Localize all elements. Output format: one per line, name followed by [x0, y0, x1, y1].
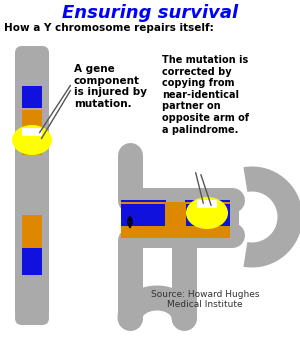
Bar — [22, 128, 42, 136]
Bar — [121, 200, 166, 230]
Bar — [22, 86, 42, 108]
Text: The mutation is
corrected by
copying from
near-identical
partner on
opposite arm: The mutation is corrected by copying fro… — [162, 55, 249, 135]
Bar — [22, 215, 42, 248]
Text: How a Y chromosome repairs itself:: How a Y chromosome repairs itself: — [4, 23, 214, 33]
Ellipse shape — [12, 125, 52, 155]
Bar — [121, 200, 239, 235]
Bar — [22, 110, 42, 155]
Bar — [185, 200, 230, 230]
Bar — [121, 202, 230, 238]
Text: A gene
component
is injured by
mutation.: A gene component is injured by mutation. — [74, 64, 147, 109]
Bar — [186, 204, 230, 226]
Ellipse shape — [186, 197, 228, 229]
Bar — [121, 204, 165, 226]
Bar — [197, 200, 217, 208]
FancyBboxPatch shape — [15, 46, 49, 325]
Text: Source: Howard Hughes
Medical Institute: Source: Howard Hughes Medical Institute — [151, 290, 259, 310]
Text: Ensuring survival: Ensuring survival — [62, 4, 238, 22]
Bar — [22, 248, 42, 275]
